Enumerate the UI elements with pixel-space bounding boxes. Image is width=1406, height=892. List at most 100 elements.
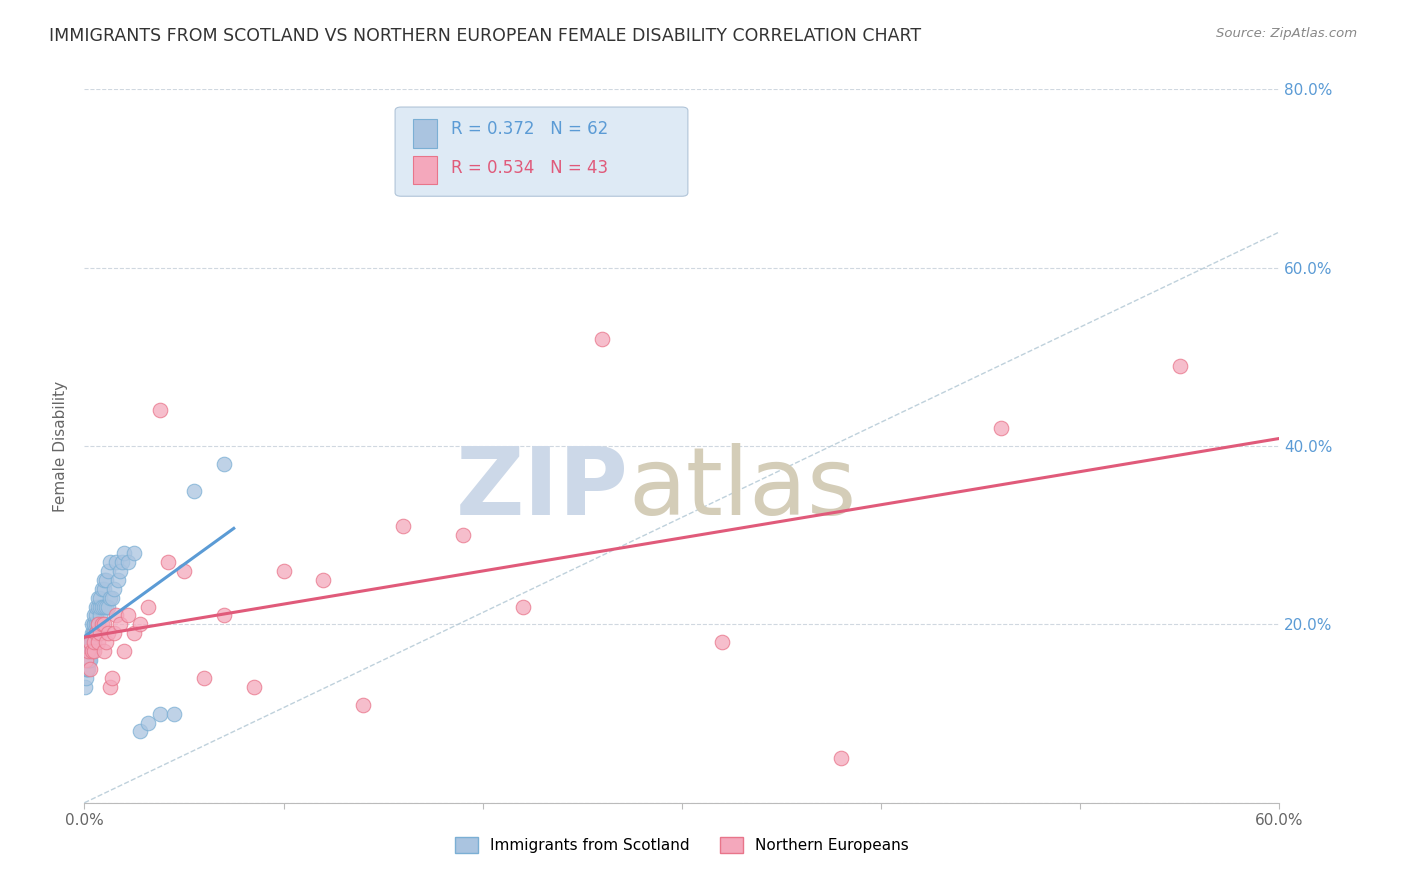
Point [129,617,152,632]
Point [101,591,124,605]
Point [79,644,101,658]
Point [193,671,215,685]
Point [83,617,105,632]
Point [86,608,108,623]
Point [242,680,264,694]
Point [212,457,235,471]
Point [97,626,120,640]
Point [163,706,186,721]
FancyBboxPatch shape [413,156,437,185]
Point [89,626,111,640]
Point [79,635,101,649]
Point [86,617,108,632]
Point [82,626,104,640]
Point [83,644,105,658]
Point [87,617,110,632]
Point [183,483,205,498]
Point [75,680,97,694]
Text: Source: ZipAtlas.com: Source: ZipAtlas.com [1216,27,1357,40]
Point [98,591,121,605]
Point [89,599,111,614]
Point [83,635,105,649]
Text: R = 0.372   N = 62: R = 0.372 N = 62 [451,120,609,137]
Text: atlas: atlas [628,442,856,535]
Point [93,644,115,658]
Legend: Immigrants from Scotland, Northern Europeans: Immigrants from Scotland, Northern Europ… [449,831,915,859]
Point [77,653,100,667]
Point [82,617,104,632]
Point [107,573,129,587]
Point [112,546,135,560]
Point [76,653,98,667]
Point [91,599,114,614]
Text: IMMIGRANTS FROM SCOTLAND VS NORTHERN EUROPEAN FEMALE DISABILITY CORRELATION CHAR: IMMIGRANTS FROM SCOTLAND VS NORTHERN EUR… [49,27,921,45]
Point [79,644,101,658]
Text: R = 0.534   N = 43: R = 0.534 N = 43 [451,159,609,177]
Point [110,617,132,632]
Point [96,635,118,649]
Point [212,608,235,623]
Point [93,617,115,632]
Point [83,635,105,649]
Point [136,715,159,730]
Point [87,635,110,649]
Point [105,608,128,623]
Point [98,680,121,694]
Point [82,626,104,640]
Y-axis label: Female Disability: Female Disability [53,380,69,512]
Point [451,528,474,542]
Point [93,599,115,614]
Point [96,599,118,614]
Point [75,671,97,685]
Point [80,635,103,649]
Point [591,332,613,346]
Point [87,591,110,605]
Point [117,555,139,569]
Point [149,403,172,417]
Point [96,573,118,587]
Point [76,662,98,676]
FancyBboxPatch shape [413,119,437,147]
Point [173,564,195,578]
Point [129,724,152,739]
Point [83,617,105,632]
Point [122,546,145,560]
Point [110,564,132,578]
Point [122,626,145,640]
Point [86,599,108,614]
Point [82,635,104,649]
Point [83,626,105,640]
Point [87,599,110,614]
Point [75,653,97,667]
Point [93,573,115,587]
Point [77,644,100,658]
Point [136,599,159,614]
Point [149,706,172,721]
Point [103,626,125,640]
Point [89,608,111,623]
Point [82,644,104,658]
Point [75,662,97,676]
Point [111,555,134,569]
Point [710,635,733,649]
Point [97,564,120,578]
Point [352,698,374,712]
Point [117,608,139,623]
Point [79,653,101,667]
Point [86,626,108,640]
Point [79,635,101,649]
Point [89,591,111,605]
Point [1168,359,1191,373]
Point [103,582,125,596]
Point [312,573,335,587]
Point [830,751,852,765]
Point [79,662,101,676]
Point [77,644,100,658]
Point [82,644,104,658]
Point [112,644,135,658]
Point [512,599,534,614]
Point [87,617,110,632]
Point [79,644,101,658]
Text: ZIP: ZIP [456,442,628,535]
Point [273,564,295,578]
